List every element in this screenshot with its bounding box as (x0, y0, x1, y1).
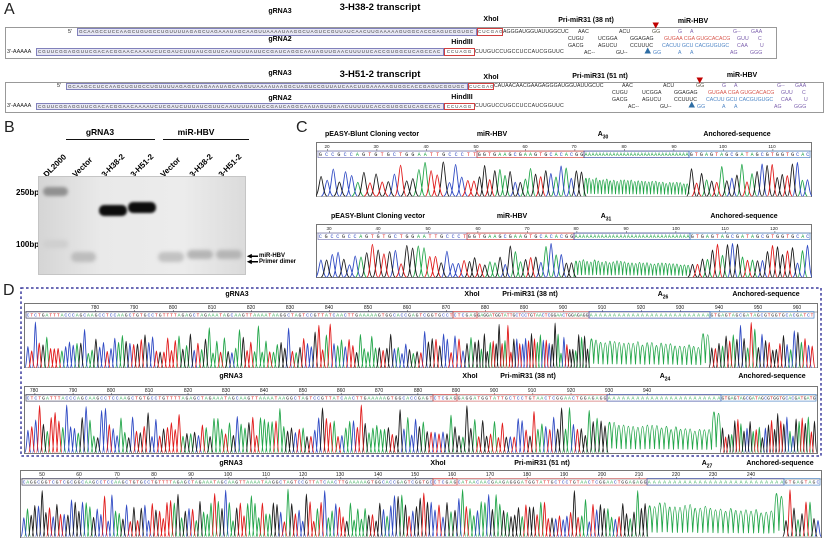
svg-text:60: 60 (522, 144, 528, 149)
svg-text:200: 200 (598, 472, 607, 478)
svg-text:GAGGATGGTATTGCTCCTGTAACTCGGAAC: GAGGATGGTATTGCTCCTGTAACTCGGAACTGGAGAGG (477, 312, 588, 318)
svg-text:930: 930 (676, 305, 685, 311)
svg-text:AAAAAAAAAAAAAAAAAAAAAAAAAAAAAA: AAAAAAAAAAAAAAAAAAAAAAAAAAAAAA (585, 152, 689, 158)
svg-text:860: 860 (403, 305, 412, 311)
svg-text:GTGAGTAGCGATAGCGTGGTGCACGATGAT: GTGAGTAGCGATAGCGTGGTGCACGATGATG (722, 396, 816, 402)
svg-text:780: 780 (30, 388, 39, 394)
svg-text:70: 70 (524, 226, 530, 231)
svg-text:210: 210 (635, 472, 644, 478)
svg-text:40: 40 (423, 144, 429, 149)
svg-text:GTGAGTAGC: GTGAGTAGC (785, 479, 820, 485)
svg-text:GAGGATGGTATTGCTCCTGTAACTCGGAAC: GAGGATGGTATTGCTCCTGTAACTCGGAACTGGAGAGG (458, 396, 607, 402)
svg-text:830: 830 (222, 388, 231, 394)
svg-text:GTGAGTAGCGATAGCGTGGTGCACGATCT: GTGAGTAGCGATAGCGTGGTGCACGATCT (711, 312, 814, 318)
svg-text:190: 190 (560, 472, 569, 478)
svg-text:840: 840 (260, 388, 269, 394)
svg-text:930: 930 (605, 388, 614, 394)
svg-text:920: 920 (567, 388, 576, 394)
svg-text:80: 80 (151, 472, 157, 478)
svg-text:900: 900 (559, 305, 568, 311)
svg-text:140: 140 (374, 472, 383, 478)
svg-text:890: 890 (452, 388, 461, 394)
svg-text:20: 20 (324, 144, 330, 149)
svg-text:150: 150 (411, 472, 420, 478)
svg-text:950: 950 (754, 305, 763, 311)
svg-text:80: 80 (573, 226, 579, 231)
svg-text:790: 790 (130, 305, 139, 311)
svg-text:220: 220 (672, 472, 681, 478)
svg-text:AAAAAAAAAAAAAAAAAAAAAAAA: AAAAAAAAAAAAAAAAAAAAAAAA (608, 396, 721, 402)
svg-text:120: 120 (299, 472, 308, 478)
svg-text:850: 850 (364, 305, 373, 311)
svg-text:880: 880 (414, 388, 423, 394)
svg-text:800: 800 (169, 305, 178, 311)
svg-text:900: 900 (490, 388, 499, 394)
svg-text:180: 180 (523, 472, 532, 478)
svg-text:110: 110 (262, 472, 270, 478)
svg-text:820: 820 (184, 388, 193, 394)
svg-text:880: 880 (481, 305, 490, 311)
svg-text:960: 960 (793, 305, 802, 311)
svg-text:910: 910 (528, 388, 537, 394)
svg-text:CTCGAG: CTCGAG (434, 396, 457, 402)
svg-text:80: 80 (621, 144, 627, 149)
svg-text:90: 90 (671, 144, 677, 149)
svg-text:130: 130 (336, 472, 345, 478)
svg-text:110: 110 (768, 144, 776, 149)
svg-text:100: 100 (672, 226, 680, 231)
svg-text:90: 90 (188, 472, 194, 478)
svg-text:60: 60 (475, 226, 481, 231)
svg-text:60: 60 (76, 472, 82, 478)
svg-text:890: 890 (520, 305, 529, 311)
svg-text:100: 100 (224, 472, 233, 478)
svg-text:810: 810 (145, 388, 154, 394)
svg-text:920: 920 (637, 305, 646, 311)
svg-text:50: 50 (425, 226, 431, 231)
svg-text:870: 870 (442, 305, 451, 311)
svg-text:940: 940 (715, 305, 724, 311)
svg-text:850: 850 (299, 388, 308, 394)
svg-text:910: 910 (598, 305, 607, 311)
svg-text:CTCGAG: CTCGAG (454, 312, 477, 318)
svg-text:780: 780 (91, 305, 100, 311)
svg-text:160: 160 (448, 472, 457, 478)
svg-text:AAAAAAAAAAAAAAAAAAAAAAAAAAA: AAAAAAAAAAAAAAAAAAAAAAAAAAA (648, 479, 784, 485)
svg-text:860: 860 (337, 388, 346, 394)
svg-text:40: 40 (375, 226, 381, 231)
svg-text:CAGGCGGTCGTCGCGGCAAGCCTCCAAGCT: CAGGCGGTCGTCGCGGCAAGCCTCCAAGCTGTGCCTGTTT… (23, 479, 433, 485)
svg-text:790: 790 (69, 388, 78, 394)
svg-text:50: 50 (39, 472, 45, 478)
svg-text:830: 830 (286, 305, 295, 311)
svg-text:70: 70 (114, 472, 120, 478)
svg-text:940: 940 (643, 388, 652, 394)
svg-text:810: 810 (208, 305, 217, 311)
svg-text:CTCTGATTTACCCAGCAAGCCTCCAAGCTG: CTCTGATTTACCCAGCAAGCCTCCAAGCTGTGCCTGTTTT… (27, 312, 453, 318)
svg-text:840: 840 (325, 305, 334, 311)
svg-text:820: 820 (247, 305, 256, 311)
svg-text:870: 870 (375, 388, 384, 394)
svg-text:70: 70 (571, 144, 577, 149)
svg-text:120: 120 (770, 226, 778, 231)
svg-text:AAAAAAAAAAAAAAAAAAAAAAAAAA: AAAAAAAAAAAAAAAAAAAAAAAAAA (590, 312, 710, 318)
svg-text:230: 230 (709, 472, 718, 478)
svg-text:100: 100 (719, 144, 727, 149)
svg-text:30: 30 (326, 226, 332, 231)
svg-text:110: 110 (721, 226, 729, 231)
svg-text:240: 240 (747, 472, 756, 478)
svg-text:CATAACAACGAAGAGGGATGGTATTGCTCC: CATAACAACGAAGAGGGATGGTATTGCTCCTGTAACTCGG… (458, 479, 647, 485)
svg-text:CTCTGATTTACCCAGCAAGCCTCCAAGCTG: CTCTGATTTACCCAGCAAGCCTCCAAGCTGTGCCTGTTTT… (27, 396, 433, 402)
svg-text:30: 30 (373, 144, 379, 149)
svg-text:CTCGAG: CTCGAG (434, 479, 457, 485)
svg-text:50: 50 (473, 144, 479, 149)
svg-text:90: 90 (623, 226, 629, 231)
svg-text:800: 800 (107, 388, 116, 394)
svg-text:170: 170 (486, 472, 495, 478)
svg-text:AAAAAAAAAAAAAAAAAAAAAAAAAAAAAA: AAAAAAAAAAAAAAAAAAAAAAAAAAAAAAA (575, 234, 690, 240)
